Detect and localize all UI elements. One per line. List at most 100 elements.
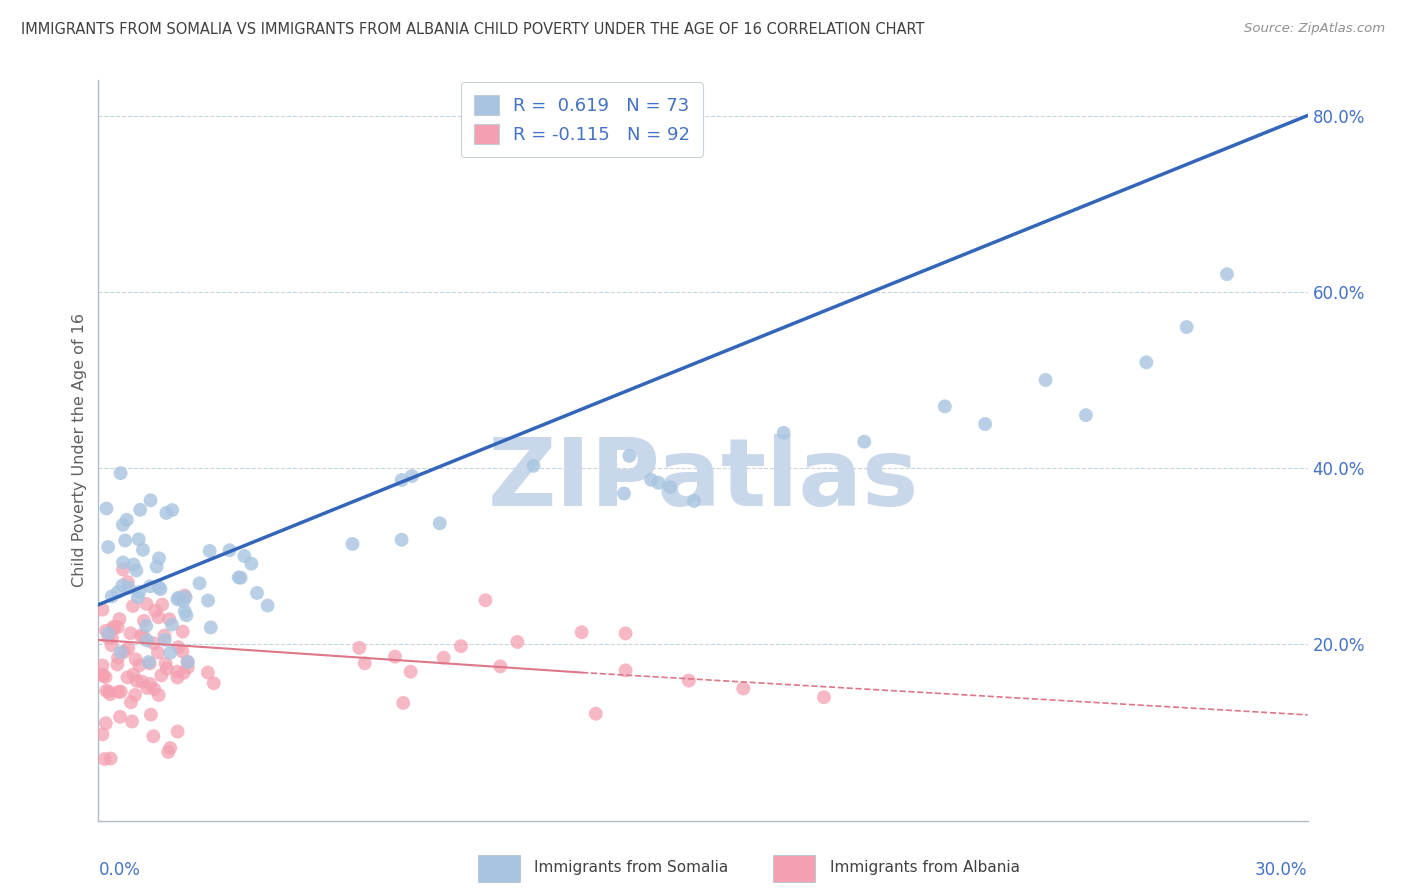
Point bbox=[177, 655, 200, 669]
Point bbox=[129, 503, 152, 517]
Point bbox=[121, 714, 143, 729]
FancyBboxPatch shape bbox=[773, 855, 815, 881]
Legend: R =  0.619   N = 73, R = -0.115   N = 92: R = 0.619 N = 73, R = -0.115 N = 92 bbox=[461, 82, 703, 157]
Point bbox=[128, 658, 150, 673]
Point bbox=[198, 544, 221, 558]
Point bbox=[149, 582, 172, 596]
Point bbox=[135, 597, 157, 611]
Point bbox=[117, 575, 139, 590]
Point bbox=[157, 745, 180, 759]
Point bbox=[240, 557, 263, 571]
Point bbox=[101, 590, 124, 604]
Point bbox=[117, 641, 139, 656]
Point bbox=[135, 619, 157, 633]
Point bbox=[853, 434, 876, 449]
Point bbox=[145, 559, 167, 574]
Point bbox=[167, 591, 190, 605]
Point bbox=[115, 513, 138, 527]
Point bbox=[614, 664, 637, 678]
Point bbox=[772, 425, 794, 440]
Point bbox=[120, 695, 142, 709]
Point bbox=[125, 563, 148, 577]
Point bbox=[813, 690, 835, 705]
Point bbox=[114, 533, 136, 548]
Point bbox=[121, 599, 143, 613]
Point bbox=[122, 558, 145, 572]
Point bbox=[97, 631, 120, 645]
Point bbox=[399, 665, 422, 679]
Point bbox=[228, 570, 250, 584]
Point bbox=[197, 665, 219, 680]
Point bbox=[124, 652, 146, 666]
Text: IMMIGRANTS FROM SOMALIA VS IMMIGRANTS FROM ALBANIA CHILD POVERTY UNDER THE AGE O: IMMIGRANTS FROM SOMALIA VS IMMIGRANTS FR… bbox=[21, 22, 925, 37]
FancyBboxPatch shape bbox=[478, 855, 520, 881]
Y-axis label: Child Poverty Under the Age of 16: Child Poverty Under the Age of 16 bbox=[72, 313, 87, 588]
Point bbox=[108, 612, 131, 626]
Text: ZIPatlas: ZIPatlas bbox=[488, 434, 918, 526]
Point bbox=[91, 658, 114, 673]
Point bbox=[131, 674, 153, 689]
Point bbox=[1175, 320, 1198, 334]
Point bbox=[142, 636, 165, 650]
Point bbox=[110, 466, 132, 480]
Point bbox=[128, 585, 150, 599]
Point bbox=[129, 628, 152, 642]
Point bbox=[139, 657, 162, 671]
Point bbox=[97, 684, 120, 698]
Point bbox=[173, 665, 195, 680]
Point bbox=[166, 671, 188, 685]
Point bbox=[172, 644, 194, 658]
Point bbox=[585, 706, 607, 721]
Point bbox=[98, 687, 121, 701]
Point bbox=[392, 696, 415, 710]
Point bbox=[172, 594, 194, 608]
Point bbox=[103, 620, 125, 634]
Point bbox=[153, 628, 176, 642]
Point bbox=[148, 580, 170, 594]
Point bbox=[91, 669, 114, 683]
Point bbox=[94, 624, 117, 638]
Point bbox=[659, 480, 682, 494]
Point bbox=[139, 677, 162, 691]
Point bbox=[111, 578, 134, 592]
Point bbox=[229, 571, 252, 585]
Point bbox=[139, 707, 162, 722]
Point bbox=[142, 729, 165, 743]
Text: 0.0%: 0.0% bbox=[98, 862, 141, 880]
Point bbox=[91, 727, 114, 741]
Point bbox=[159, 646, 181, 660]
Point bbox=[155, 657, 177, 671]
Point bbox=[94, 716, 117, 731]
Point bbox=[571, 625, 593, 640]
Point bbox=[256, 599, 278, 613]
Point bbox=[93, 752, 115, 766]
Point bbox=[148, 610, 170, 624]
Point bbox=[150, 598, 173, 612]
Point bbox=[117, 670, 139, 684]
Point bbox=[188, 576, 211, 591]
Point bbox=[143, 682, 166, 697]
Point bbox=[94, 670, 117, 684]
Point bbox=[153, 632, 176, 647]
Point bbox=[132, 542, 155, 557]
Point bbox=[619, 449, 641, 463]
Point bbox=[159, 741, 181, 756]
Point bbox=[176, 608, 198, 623]
Point bbox=[1074, 408, 1097, 422]
Point bbox=[139, 493, 162, 508]
Point bbox=[103, 621, 125, 635]
Point bbox=[202, 676, 225, 690]
Point bbox=[160, 503, 183, 517]
Point bbox=[683, 494, 706, 508]
Point bbox=[107, 620, 129, 634]
Point bbox=[138, 655, 160, 669]
Point bbox=[613, 486, 636, 500]
Point bbox=[97, 626, 120, 640]
Point bbox=[176, 655, 198, 669]
Point bbox=[166, 592, 188, 607]
Point bbox=[125, 673, 148, 688]
Point bbox=[108, 710, 131, 724]
Point bbox=[246, 586, 269, 600]
Point bbox=[174, 591, 197, 605]
Point bbox=[401, 469, 423, 483]
